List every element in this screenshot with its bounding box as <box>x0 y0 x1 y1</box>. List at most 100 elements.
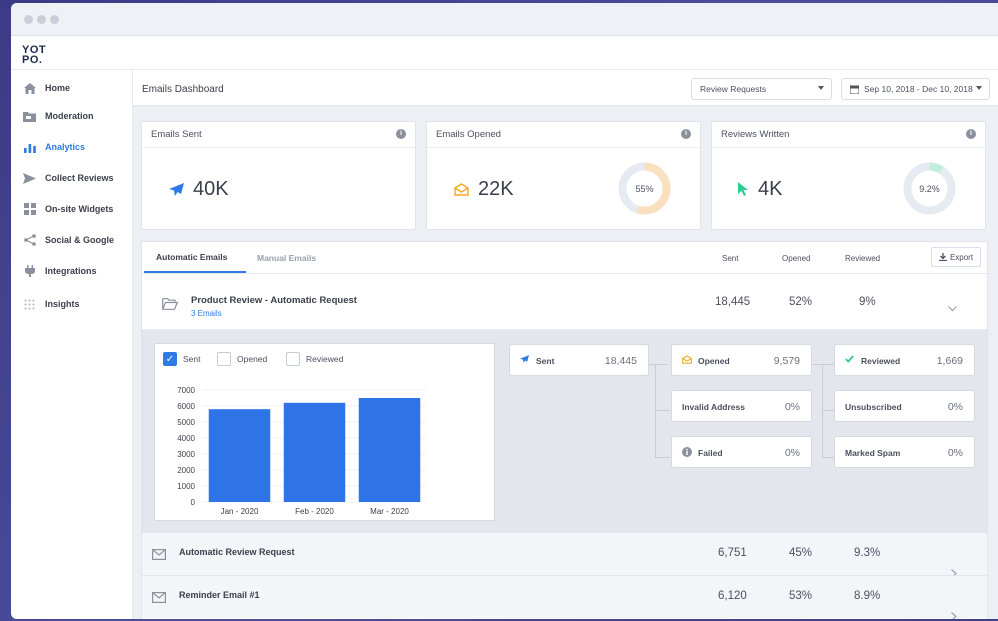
column-header-reviewed: Reviewed <box>845 254 881 263</box>
y-tick-label: 1000 <box>177 482 195 491</box>
export-label: Export <box>949 252 974 262</box>
sidebar-item-integrations[interactable]: Integrations <box>11 261 133 281</box>
page-header: Emails Dashboard Review Requests Sep 10,… <box>133 70 998 106</box>
row-sent-value: 6,751 <box>718 547 747 559</box>
sidebar-item-analytics[interactable]: Analytics <box>11 137 133 157</box>
sidebar-item-label: Integrations <box>45 266 97 276</box>
email-type-select[interactable]: Review Requests <box>691 78 832 100</box>
window-close-dot[interactable] <box>24 15 33 24</box>
x-tick-label: Mar - 2020 <box>370 507 409 516</box>
y-tick-label: 0 <box>191 498 196 507</box>
sidebar-item-label: Home <box>45 83 71 93</box>
window-minimize-dot[interactable] <box>37 15 46 24</box>
sidebar-item-label: Moderation <box>45 111 94 121</box>
stat-invalid-address[interactable]: Invalid Address 0% <box>671 390 812 422</box>
table-row-email[interactable]: Reminder Email #1 6,120 53% 8.9% <box>142 575 987 619</box>
sidebar-item-social-google[interactable]: Social & Google <box>11 230 133 250</box>
column-header-sent: Sent <box>722 254 739 263</box>
table-row-product-review[interactable]: Product Review - Automatic Request 3 Ema… <box>142 273 987 330</box>
legend-label: Reviewed <box>306 354 344 364</box>
stat-label: Marked Spam <box>845 448 901 458</box>
y-tick-label: 4000 <box>177 434 195 443</box>
legend-opened[interactable]: Opened <box>217 352 267 366</box>
chevron-right-icon[interactable] <box>951 608 957 619</box>
sidebar-item-insights[interactable]: Insights <box>11 294 133 314</box>
checkbox-icon[interactable] <box>286 352 300 366</box>
bar-2[interactable] <box>283 402 346 502</box>
date-range-picker[interactable]: Sep 10, 2018 - Dec 10, 2018 <box>841 78 990 100</box>
logo-line-1: YOT <box>22 44 47 56</box>
bar-1[interactable] <box>208 409 271 502</box>
stat-unsubscribed[interactable]: Unsubscribed 0% <box>834 390 975 422</box>
window-zoom-dot[interactable] <box>50 15 59 24</box>
stat-reviewed[interactable]: Reviewed 1,669 <box>834 344 975 376</box>
emails-opened-value: 22K <box>478 178 514 200</box>
folder-icon <box>23 110 36 122</box>
info-icon <box>682 447 692 459</box>
stat-failed[interactable]: Failed 0% <box>671 436 812 468</box>
y-tick-label: 7000 <box>177 386 195 395</box>
checkbox-icon[interactable] <box>217 352 231 366</box>
stat-label: Failed <box>698 448 723 458</box>
legend-sent[interactable]: ✓ Sent <box>163 352 201 366</box>
tab-automatic-emails[interactable]: Automatic Emails <box>156 242 228 273</box>
row-opened-value: 53% <box>789 590 813 602</box>
row-title: Automatic Review Request <box>179 547 295 557</box>
sidebar-item-label: Insights <box>45 299 80 309</box>
main-content: Emails Dashboard Review Requests Sep 10,… <box>133 70 998 619</box>
legend-label: Sent <box>183 354 201 364</box>
reviews-written-value: 4K <box>758 178 783 200</box>
stat-sent[interactable]: Sent 18,445 <box>509 344 649 376</box>
checkmark-icon <box>845 355 854 365</box>
yotpo-logo[interactable]: YOT PO. <box>22 44 47 66</box>
checkbox-checked-icon[interactable]: ✓ <box>163 352 177 366</box>
reviews-donut: 9.2% <box>903 162 956 215</box>
table-row-email[interactable]: Automatic Review Request 6,751 45% 9.3% <box>142 532 987 578</box>
stat-label: Opened <box>698 356 730 366</box>
sidebar-item-label: Social & Google <box>45 235 115 245</box>
stat-opened[interactable]: Opened 9,579 <box>671 344 812 376</box>
y-tick-label: 5000 <box>177 418 195 427</box>
connector <box>822 410 834 411</box>
bar-3[interactable] <box>358 398 421 502</box>
row-opened-value: 52% <box>789 296 813 308</box>
sidebar-item-moderation[interactable]: Moderation <box>11 106 133 126</box>
row-detail-panel: ✓ Sent Opened Reviewed 0 1000 2000 3000 4000… <box>142 330 987 532</box>
column-header-opened: Opened <box>782 254 811 263</box>
tab-manual-emails[interactable]: Manual Emails <box>257 242 316 273</box>
email-type-value: Review Requests <box>700 84 767 94</box>
window-titlebar <box>11 3 998 36</box>
chevron-down-icon[interactable] <box>948 299 957 317</box>
stat-value: 18,445 <box>604 355 637 367</box>
send-icon <box>23 172 36 184</box>
sidebar-item-onsite-widgets[interactable]: On-site Widgets <box>11 199 133 219</box>
emails-sent-card: Emails Sent i 40K <box>141 121 416 230</box>
stat-value: 1,669 <box>936 355 963 367</box>
envelope-open-icon <box>454 183 469 201</box>
stat-label: Invalid Address <box>682 402 745 412</box>
export-button[interactable]: Export <box>931 247 981 267</box>
info-icon[interactable]: i <box>966 129 976 139</box>
sidebar-item-home[interactable]: Home <box>11 78 133 98</box>
row-subtitle[interactable]: 3 Emails <box>191 309 222 318</box>
connector <box>655 410 670 411</box>
legend-reviewed[interactable]: Reviewed <box>286 352 343 366</box>
info-icon[interactable]: i <box>396 129 406 139</box>
connector <box>812 364 834 365</box>
stat-value: 0% <box>947 401 963 413</box>
sidebar-item-label: Collect Reviews <box>45 173 114 183</box>
stat-marked-spam[interactable]: Marked Spam 0% <box>834 436 975 468</box>
grid-dots-icon <box>23 298 36 310</box>
info-icon[interactable]: i <box>681 129 691 139</box>
y-tick-label: 6000 <box>177 402 195 411</box>
sidebar-item-label: On-site Widgets <box>45 204 114 214</box>
x-tick-label: Jan - 2020 <box>221 507 259 516</box>
folder-open-icon <box>162 297 179 315</box>
page-title: Emails Dashboard <box>142 84 224 95</box>
row-reviewed-value: 9% <box>859 296 876 308</box>
share-icon <box>23 234 36 246</box>
row-opened-value: 45% <box>789 547 813 559</box>
active-tab-underline <box>144 271 246 273</box>
widgets-icon <box>23 203 36 215</box>
sidebar-item-collect-reviews[interactable]: Collect Reviews <box>11 168 133 188</box>
